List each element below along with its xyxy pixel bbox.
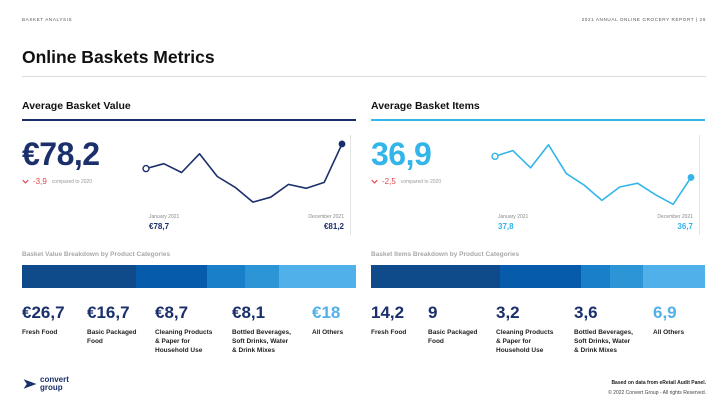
category-label: Fresh Food	[22, 329, 58, 336]
category-value: €26,7	[22, 303, 65, 322]
big-value: 36,9	[371, 136, 432, 172]
category-row: 14,2 Fresh Food 9 Basic Packaged Food 3,…	[371, 303, 705, 363]
category-item: 3,6 Bottled Beverages, Soft Drinks, Wate…	[574, 303, 633, 355]
breakdown-title: Basket Items Breakdown by Product Catego…	[371, 251, 520, 258]
category-item: €18 All Others	[312, 303, 343, 338]
category-value: 6,9	[653, 303, 677, 322]
category-label: Basic Packaged Food	[428, 329, 478, 345]
category-item: 6,9 All Others	[653, 303, 684, 338]
basket-value-panel: Average Basket Value €78,2 -3,9 compared…	[22, 100, 356, 360]
logo-icon	[23, 379, 37, 389]
header-report-label: 2021 ANNUAL ONLINE GROCERY REPORT | 26	[581, 17, 706, 22]
line-chart	[142, 140, 346, 203]
category-label: Basic Packaged Food	[87, 329, 137, 345]
category-label: All Others	[312, 329, 344, 336]
chart-start-label: January 2021	[149, 214, 180, 220]
category-value: €18	[312, 303, 341, 322]
category-item: 14,2 Fresh Food	[371, 303, 406, 338]
big-value: €78,2	[22, 136, 100, 172]
chevron-down-icon	[22, 179, 29, 184]
category-item: 3,2 Cleaning Products & Paper for Househ…	[496, 303, 553, 355]
category-item: €8,7 Cleaning Products & Paper for House…	[155, 303, 212, 355]
page-title: Online Baskets Metrics	[22, 47, 215, 67]
breakdown-bar	[371, 265, 705, 288]
header-section-label: BASKET ANALYSIS	[22, 17, 73, 22]
chart-start-label: January 2021	[498, 214, 529, 220]
category-label: Cleaning Products & Paper for Household …	[155, 329, 213, 354]
series-line	[145, 143, 343, 203]
logo-line-2: group	[40, 383, 63, 392]
title-divider	[22, 76, 706, 77]
breakdown-segment	[371, 265, 500, 288]
basket-items-chart: January 2021 December 2021 37,8 36,7	[489, 135, 705, 235]
basket-items-panel: Average Basket Items 36,9 -2,5 compared …	[371, 100, 705, 360]
breakdown-segment	[279, 265, 356, 288]
category-value: 3,2	[496, 303, 520, 322]
footer-copyright: © 2022 Convert Group - All rights Reserv…	[608, 390, 706, 396]
category-value: 14,2	[371, 303, 405, 322]
end-point-marker	[687, 174, 695, 181]
category-value: 3,6	[574, 303, 598, 322]
breakdown-segment	[499, 265, 581, 288]
chart-end-divider	[350, 135, 351, 235]
chevron-down-icon	[371, 179, 378, 184]
category-label: Bottled Beverages, Soft Drinks, Water & …	[574, 329, 633, 354]
panel-title: Average Basket Items	[371, 100, 480, 112]
breakdown-segment	[22, 265, 137, 288]
chart-end-label: December 2021	[308, 214, 344, 220]
breakdown-segment	[609, 265, 643, 288]
category-item: 9 Basic Packaged Food	[428, 303, 478, 347]
delta-label: compared to 2020	[400, 178, 442, 185]
chart-end-value: €81,2	[323, 222, 344, 231]
logo-text: convert group	[40, 376, 69, 391]
chart-end-divider	[699, 135, 700, 235]
panel-divider	[371, 119, 705, 121]
convert-group-logo: convert group	[22, 376, 69, 392]
category-value: 9	[428, 303, 438, 322]
category-value: €8,7	[155, 303, 189, 322]
breakdown-segment	[136, 265, 208, 288]
category-item: €16,7 Basic Packaged Food	[87, 303, 137, 347]
end-point-marker	[338, 140, 346, 148]
chart-start-value: 37,8	[498, 222, 514, 231]
delta-label: compared to 2020	[51, 178, 93, 185]
logo-line-1: convert	[40, 375, 69, 385]
category-label: Cleaning Products & Paper for Household …	[496, 329, 554, 354]
delta-row: -2,5 compared to 2020	[371, 177, 441, 186]
footer-source: Based on data from eRetail Audit Panel.	[611, 380, 706, 386]
series-line	[494, 144, 692, 206]
start-point-marker	[142, 164, 150, 173]
delta-value: -3,9	[33, 177, 47, 186]
panel-divider	[22, 119, 356, 121]
breakdown-title: Basket Value Breakdown by Product Catego…	[22, 251, 171, 258]
breakdown-segment	[642, 265, 705, 288]
chart-end-label: December 2021	[657, 214, 693, 220]
category-label: Fresh Food	[371, 329, 407, 336]
category-value: €8,1	[232, 303, 266, 322]
category-label: Bottled Beverages, Soft Drinks, Water & …	[232, 329, 291, 354]
chart-start-value: €78,7	[149, 222, 170, 231]
delta-value: -2,5	[382, 177, 396, 186]
category-label: All Others	[653, 329, 685, 336]
delta-row: -3,9 compared to 2020	[22, 177, 92, 186]
panel-title: Average Basket Value	[22, 100, 131, 112]
chart-end-value: 36,7	[677, 222, 693, 231]
category-item: €8,1 Bottled Beverages, Soft Drinks, Wat…	[232, 303, 291, 355]
category-value: €16,7	[87, 303, 130, 322]
basket-value-chart: January 2021 December 2021 €78,7 €81,2	[140, 135, 356, 235]
breakdown-bar	[22, 265, 356, 288]
start-point-marker	[491, 152, 499, 161]
line-chart	[491, 144, 695, 206]
breakdown-segment	[207, 265, 245, 288]
breakdown-segment	[244, 265, 280, 288]
category-row: €26,7 Fresh Food €16,7 Basic Packaged Fo…	[22, 303, 356, 363]
breakdown-segment	[580, 265, 610, 288]
category-item: €26,7 Fresh Food	[22, 303, 65, 338]
